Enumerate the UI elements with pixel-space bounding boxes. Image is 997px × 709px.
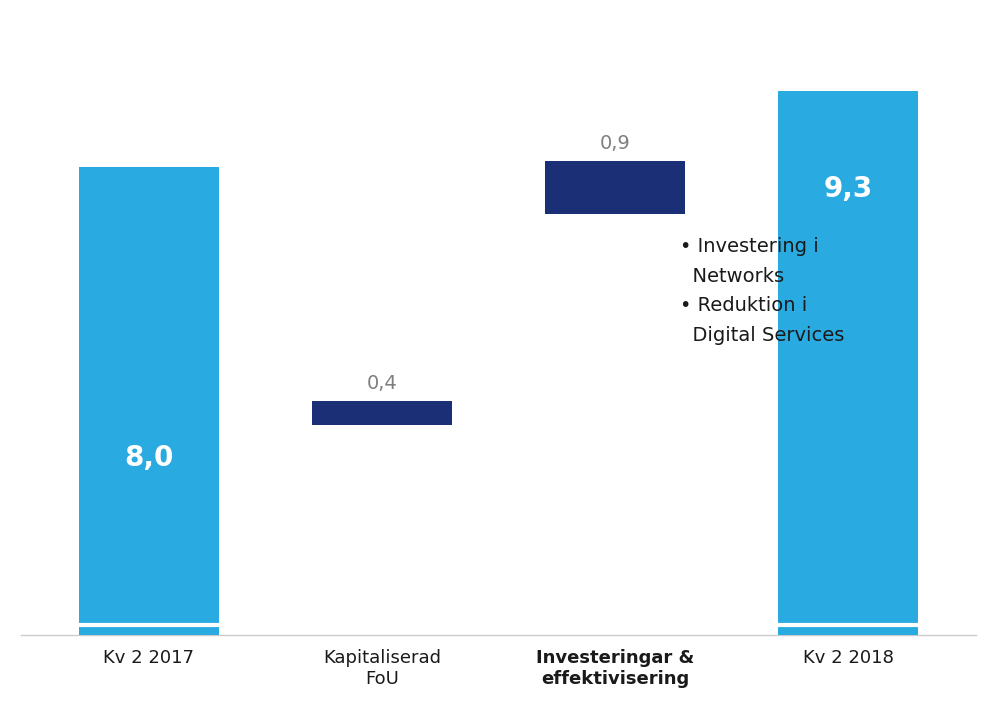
Bar bbox=[79, 167, 219, 635]
Bar bbox=[545, 162, 685, 214]
Bar bbox=[312, 401, 452, 425]
Text: 8,0: 8,0 bbox=[125, 444, 173, 471]
Text: 9,3: 9,3 bbox=[824, 175, 872, 203]
Text: 0,4: 0,4 bbox=[367, 374, 398, 393]
Text: 0,9: 0,9 bbox=[599, 133, 630, 152]
Bar bbox=[778, 91, 918, 635]
Text: • Investering i
  Networks
• Reduktion i
  Digital Services: • Investering i Networks • Reduktion i D… bbox=[680, 238, 844, 345]
